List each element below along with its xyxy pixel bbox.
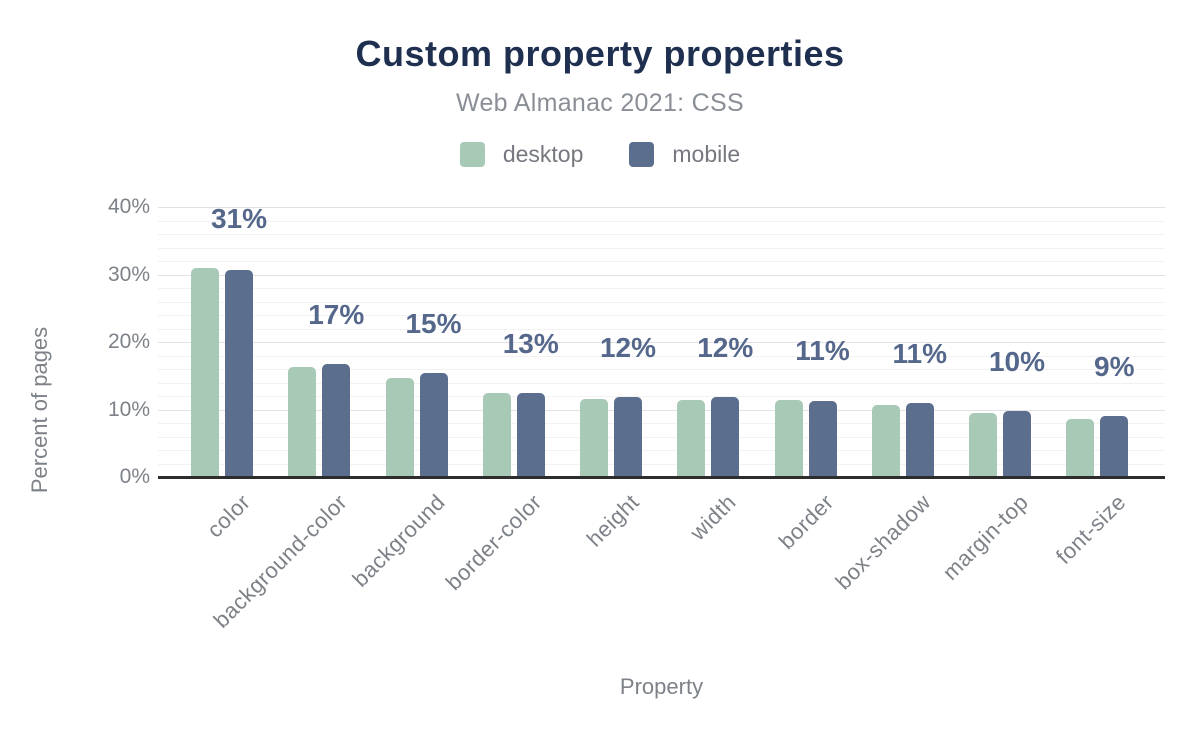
x-axis-line — [158, 476, 1165, 479]
x-tick-label: font-size — [1050, 489, 1131, 569]
mobile-bar — [1003, 410, 1031, 477]
gridline — [158, 342, 1165, 343]
desktop-bar — [482, 393, 511, 477]
gridline — [158, 382, 1165, 384]
x-tick-label: width — [685, 489, 742, 546]
x-tick-label: margin-top — [937, 489, 1033, 585]
y-tick-label: 10% — [107, 397, 150, 421]
gridline — [158, 315, 1165, 316]
gridline — [158, 301, 1165, 303]
x-tick-label: border-color — [440, 489, 547, 596]
mobile-bar — [1100, 416, 1129, 477]
bar-value-label: 10% — [988, 345, 1046, 377]
gridline — [158, 369, 1165, 370]
gridline — [158, 328, 1165, 330]
bar-value-label: 11% — [795, 335, 850, 367]
x-tick-label: height — [581, 489, 644, 552]
gridline — [158, 423, 1165, 424]
desktop-bar — [774, 400, 803, 477]
mobile-bar — [905, 403, 934, 477]
mobile-bar — [516, 393, 545, 477]
desktop-bar — [1066, 418, 1095, 477]
desktop-bar — [385, 378, 414, 477]
gridline — [158, 396, 1165, 397]
mobile-bar — [225, 270, 253, 477]
desktop-bar — [969, 412, 997, 477]
desktop-bar — [871, 404, 900, 477]
bar-value-label: 17% — [308, 299, 365, 331]
y-tick-label: 40% — [107, 195, 150, 218]
desktop-bar — [288, 366, 317, 477]
gridline — [158, 355, 1165, 357]
x-tick-label: background — [346, 489, 450, 592]
bar-value-label: 9% — [1094, 351, 1135, 383]
x-axis-title: Property — [619, 674, 704, 699]
y-tick-label: 20% — [107, 330, 150, 353]
mobile-legend-label: mobile — [672, 141, 741, 167]
bar-value-label: 11% — [892, 338, 948, 370]
gridline — [158, 463, 1165, 465]
legend-item-desktop: desktop — [459, 141, 584, 168]
gridline — [158, 288, 1165, 289]
bar-value-label: 12% — [697, 331, 754, 363]
x-tick-label: border — [773, 489, 839, 555]
desktop-bar — [677, 400, 706, 477]
desktop-bar — [191, 267, 219, 477]
mobile-legend-swatch — [629, 142, 655, 167]
mobile-bar — [808, 401, 837, 477]
gridline — [158, 274, 1165, 276]
mobile-bar — [322, 364, 351, 477]
gridline — [158, 450, 1165, 451]
gridline — [158, 247, 1165, 249]
chart-subtitle: Web Almanac 2021: CSS — [456, 89, 744, 117]
gridline — [158, 207, 1165, 208]
gridline — [158, 234, 1165, 235]
bar-value-label: 31% — [210, 202, 268, 234]
mobile-bar — [419, 373, 448, 477]
x-tick-label: box-shadow — [830, 489, 936, 595]
bar-value-label: 15% — [405, 308, 462, 340]
legend: desktop mobile — [0, 141, 1200, 168]
gridline — [158, 409, 1165, 411]
gridline — [158, 261, 1165, 262]
chart-title: Custom property properties — [355, 33, 845, 74]
bar-value-label: 13% — [502, 328, 559, 360]
y-tick-label: 30% — [107, 262, 150, 286]
desktop-legend-swatch — [459, 142, 485, 167]
bar-value-label: 12% — [599, 331, 657, 363]
x-tick-label: color — [201, 489, 255, 543]
mobile-bar — [711, 396, 740, 477]
gridline — [158, 436, 1165, 438]
legend-item-mobile: mobile — [629, 141, 740, 168]
desktop-legend-label: desktop — [502, 141, 584, 167]
y-tick-label: 0% — [119, 465, 150, 488]
desktop-bar — [580, 398, 608, 477]
mobile-bar — [614, 396, 642, 477]
gridline — [158, 220, 1165, 222]
